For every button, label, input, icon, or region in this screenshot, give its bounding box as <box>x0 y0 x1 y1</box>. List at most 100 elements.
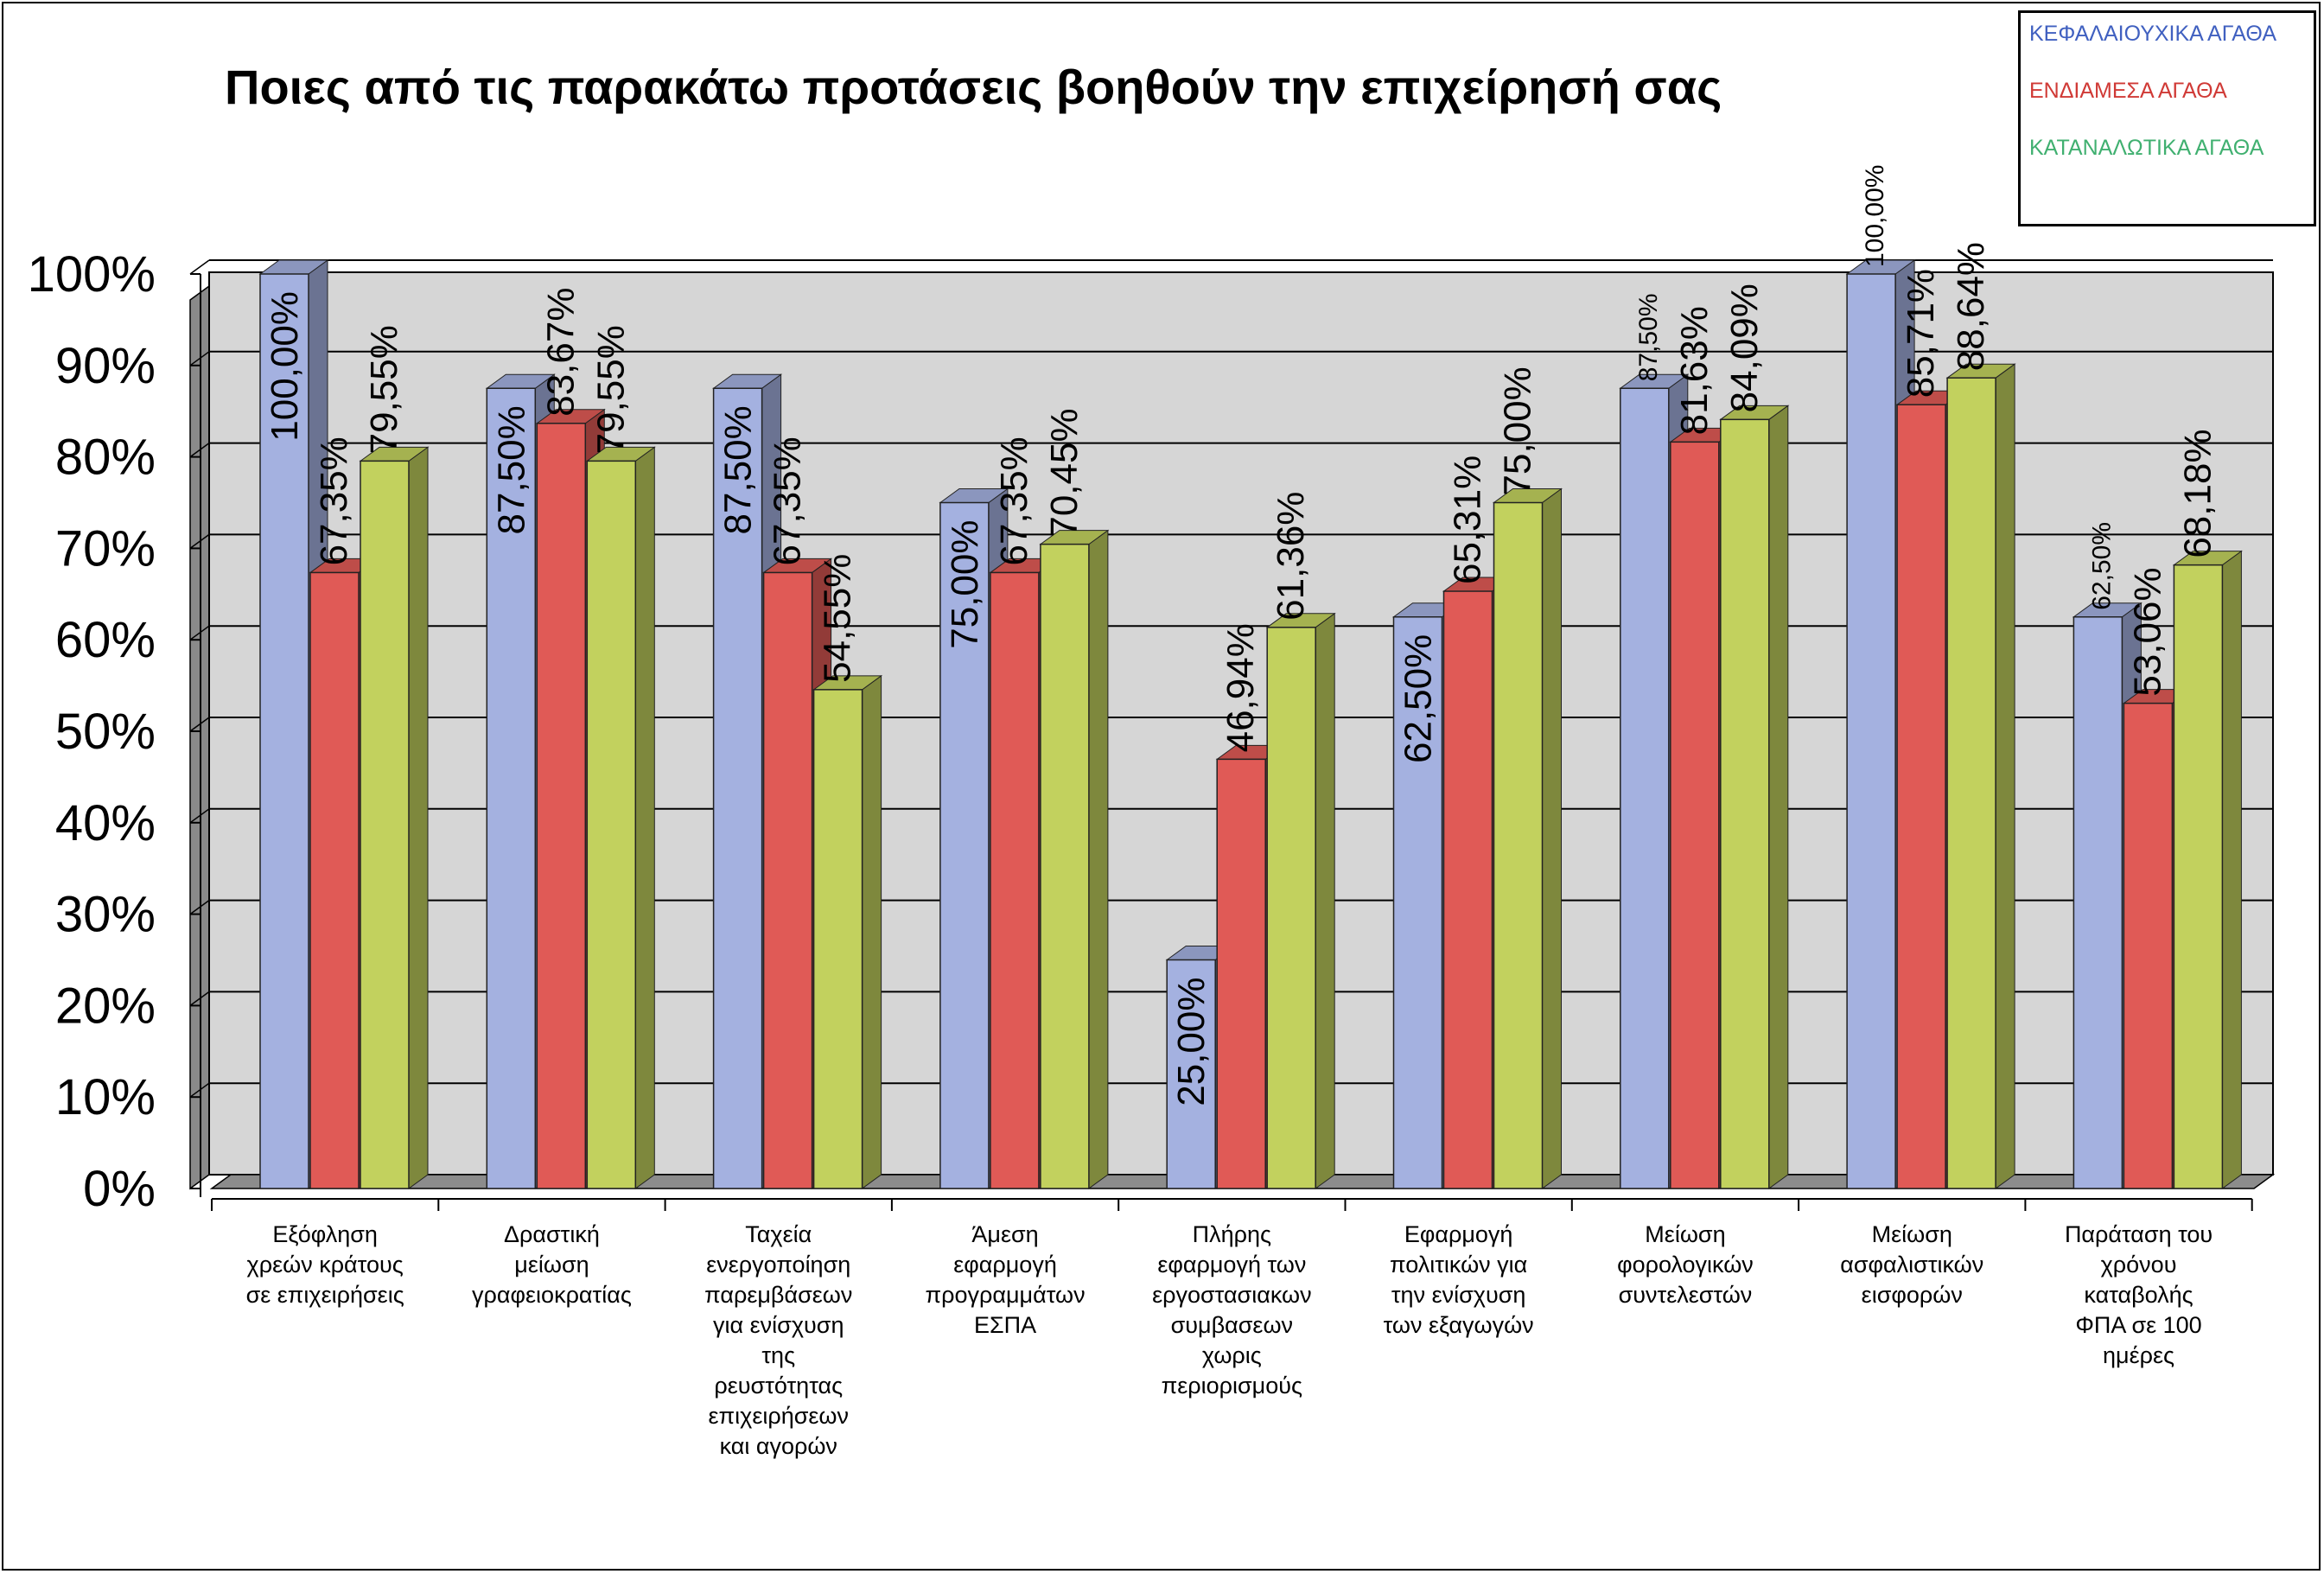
y-tick-label: 100% <box>28 246 156 303</box>
y-tick-label: 90% <box>55 338 156 394</box>
data-label: 85,71% <box>1900 269 1942 398</box>
bar <box>309 571 360 1189</box>
x-tick-label: Ταχεία ενεργοποίηση παρεμβάσεων για ενίσχυσ… <box>704 1221 852 1459</box>
x-tick-label: Εξόφληση χρεών κράτους σε επιχειρήσεις <box>246 1221 404 1308</box>
y-tick-label: 0% <box>83 1161 156 1217</box>
legend-item-intermediate-goods: ΕΝΔΙΑΜΕΣΑ ΑΓΑΘΑ <box>2029 79 2227 103</box>
data-label: 75,00% <box>944 520 986 649</box>
data-label: 46,94% <box>1219 623 1262 752</box>
gridline-side <box>189 1082 210 1098</box>
data-label: 84,09% <box>1723 284 1766 412</box>
y-tick-label: 70% <box>55 520 156 577</box>
bar <box>1946 377 1996 1189</box>
data-label: 67,35% <box>993 437 1035 565</box>
bar <box>1846 273 1896 1189</box>
bar-group: 100,00% 85,71% 88,64% <box>1845 165 2016 1189</box>
bar-side <box>408 446 429 1189</box>
gridline-side <box>189 991 210 1007</box>
data-label: 87,50% <box>490 405 532 534</box>
bar <box>1442 590 1493 1189</box>
y-tick-label: 30% <box>55 887 156 943</box>
gridline-side <box>189 899 210 915</box>
legend-item-consumer-goods: ΚΑΤΑΝΑΛΩΤΙΚΑ ΑΓΑΘΑ <box>2029 136 2264 160</box>
y-tick-label: 10% <box>55 1069 156 1125</box>
chart-title: Ποιες από τις παρακάτω προτάσεις βοηθούν… <box>225 60 1722 114</box>
y-tick-label: 50% <box>55 704 156 760</box>
chart-legend: ΚΕΦΑΛΑΙΟΥΧΙΚΑ ΑΓΑΘΑ ΕΝΔΙΑΜΕΣΑ ΑΓΑΘΑ ΚΑΤΑ… <box>2018 10 2316 226</box>
data-label: 79,55% <box>589 325 632 454</box>
bar <box>360 460 410 1189</box>
bar-side <box>1088 529 1109 1189</box>
y-tick-label: 80% <box>55 430 156 486</box>
x-tick-label: Δραστική μείωση γραφειοκρατίας <box>472 1221 632 1308</box>
bar <box>1166 959 1216 1189</box>
gridline-side <box>189 351 210 366</box>
bar <box>939 501 990 1189</box>
bar <box>1040 543 1090 1189</box>
data-label: 87,50% <box>717 405 760 534</box>
data-label: 79,55% <box>363 325 405 454</box>
bar <box>1896 404 1946 1189</box>
gridline-side <box>189 808 210 824</box>
bar <box>712 387 763 1189</box>
bar <box>1670 441 1720 1189</box>
data-label: 87,50% <box>1634 294 1663 382</box>
bar <box>1266 627 1316 1189</box>
data-label: 100,00% <box>264 291 306 442</box>
bar <box>1720 418 1770 1189</box>
bar-group: 62,50% 53,06%68,18% <box>2072 429 2243 1189</box>
data-label: 81,63% <box>1673 306 1716 435</box>
bar <box>762 571 813 1189</box>
data-label: 53,06% <box>2126 567 2168 696</box>
bar-group: 25,00% 46,94%61,36% <box>1165 492 1336 1189</box>
bar <box>1216 758 1266 1189</box>
bar <box>2072 616 2123 1189</box>
data-label: 25,00% <box>1170 978 1213 1106</box>
bar-side <box>1995 363 2015 1189</box>
gridline-side <box>189 259 210 275</box>
bar-side <box>2221 550 2242 1189</box>
data-label: 88,64% <box>1950 242 1992 371</box>
data-label: 67,35% <box>313 437 355 565</box>
bar <box>536 423 587 1189</box>
bar <box>586 460 637 1189</box>
bar <box>990 571 1040 1189</box>
bar-group: 62,50% 65,31%75,00% <box>1391 366 1563 1189</box>
data-label: 70,45% <box>1043 408 1086 537</box>
bar-group: 75,00%67,35% 70,45% <box>939 408 1110 1189</box>
y-tick-label: 60% <box>55 612 156 668</box>
x-tick-label: Πλήρης εφαρμογή των εργοστασιακων συμβασεων… <box>1152 1221 1312 1399</box>
bar <box>1392 616 1443 1189</box>
bar <box>1620 387 1670 1189</box>
bar <box>812 689 863 1189</box>
legend-item-capital-goods: ΚΕΦΑΛΑΙΟΥΧΙΚΑ ΑΓΑΘΑ <box>2029 22 2277 46</box>
bar-side <box>862 674 882 1189</box>
x-tick-label: Εφαρμογή πολιτικών για την ενίσχυση των εξα… <box>1384 1221 1534 1338</box>
gridline-side <box>189 533 210 550</box>
bar <box>259 273 309 1189</box>
data-label: 75,00% <box>1497 366 1539 495</box>
bar <box>2173 564 2224 1189</box>
gridline-side <box>189 717 210 732</box>
x-tick-label: Άμεση εφαρμογή προγραμμάτων ΕΣΠΑ <box>926 1221 1086 1338</box>
bar-side <box>634 446 655 1189</box>
data-label: 54,55% <box>817 554 859 683</box>
data-label: 62,50% <box>1398 634 1440 763</box>
data-label: 68,18% <box>2176 429 2219 558</box>
bar <box>1493 501 1544 1189</box>
x-tick-label: Παράταση του χρόνου καταβολής ΦΠΑ σε 100 ημέ… <box>2065 1221 2213 1368</box>
bar <box>2123 702 2174 1189</box>
bar-group: 87,50%83,67% 79,55% <box>485 288 656 1189</box>
bar <box>486 387 537 1189</box>
x-tick-label: Μείωση ασφαλιστικών εισφορών <box>1840 1221 1983 1308</box>
x-tick-label: Μείωση φορολογικών συντελεστών <box>1617 1221 1754 1308</box>
bar-side <box>1768 405 1789 1189</box>
bar-group: 87,50% 81,63% 84,09% <box>1619 284 1790 1189</box>
bar-group: 100,00%67,35%79,55% <box>258 259 430 1189</box>
data-label: 67,35% <box>767 437 809 565</box>
data-label: 65,31% <box>1447 456 1489 584</box>
gridline-side <box>189 625 210 640</box>
data-label: 100,00% <box>1861 165 1889 267</box>
y-tick-label: 20% <box>55 978 156 1034</box>
